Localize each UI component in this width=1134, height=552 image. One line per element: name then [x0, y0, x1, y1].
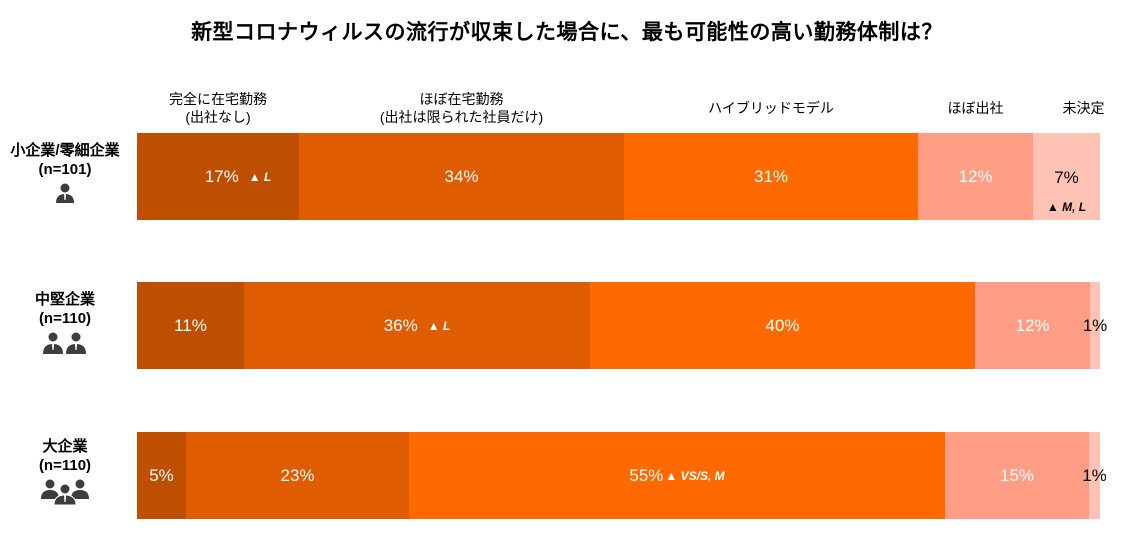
- value-label: 40%: [765, 315, 800, 335]
- segment-mostly-remote: 36% ▲ L: [244, 282, 590, 369]
- value-label: 11%: [174, 315, 207, 335]
- bar-small-business: 17% ▲ L 34% 31% 12% 7% ▲ M, L: [137, 133, 1100, 220]
- segment-undecided: 1%: [1082, 432, 1107, 519]
- value-label: 7%: [1054, 168, 1079, 187]
- row-sample-size: (n=101): [38, 161, 92, 178]
- value-label: 5%: [149, 465, 174, 485]
- segment-mostly-office: 12%: [975, 282, 1090, 369]
- two-people-icon: [43, 332, 86, 354]
- bar-large-enterprise: 5% 23% 55% ▲ VS/S, M 15% 1%: [137, 432, 1107, 519]
- category-label-line1: 未決定: [1062, 100, 1105, 116]
- segment-hybrid: 55% ▲ VS/S, M: [409, 432, 945, 519]
- chart-title: 新型コロナウィルスの流行が収束した場合に、最も可能性の高い勤務体制は？: [191, 21, 943, 44]
- significance-note: ▲ VS/S, M: [665, 468, 725, 483]
- category-label-line1: ハイブリッドモデル: [708, 100, 834, 116]
- segment-mostly-remote: 34%: [299, 133, 624, 220]
- row-label-mid-size: 中堅企業 (n=110): [0, 290, 130, 354]
- segment-undecided: 7% ▲ M, L: [1033, 133, 1100, 220]
- significance-note: ▲ M, L: [1046, 200, 1087, 214]
- significance-note: ▲ L: [248, 169, 272, 184]
- segment-hybrid: 31%: [624, 133, 918, 220]
- category-label-mostly-remote: ほぼ在宅勤務 (出社は限られた社員だけ): [299, 90, 624, 126]
- row-label-small-business: 小企業/零細企業 (n=101): [0, 141, 130, 203]
- category-label-line1: ほぼ在宅勤務: [419, 91, 504, 107]
- segment-mostly-office: 15%: [945, 432, 1089, 519]
- segment-full-remote: 5%: [137, 432, 186, 519]
- category-label-line1: ほぼ出社: [947, 100, 1004, 116]
- value-label: 15%: [999, 465, 1035, 485]
- value-label: 55%: [629, 465, 664, 485]
- segment-full-remote: 11%: [137, 282, 244, 369]
- row-sample-size: (n=110): [38, 457, 92, 474]
- row-name: 中堅企業: [34, 291, 95, 308]
- segment-full-remote: 17% ▲ L: [137, 133, 299, 220]
- segment-hybrid: 40%: [590, 282, 975, 369]
- segment-undecided: 1%: [1083, 282, 1107, 369]
- category-label-line2: (出社は限られた社員だけ): [379, 109, 544, 125]
- category-label-mostly-office: ほぼ出社: [918, 99, 1033, 117]
- segment-mostly-remote: 23%: [186, 432, 409, 519]
- category-label-line1: 完全に在宅勤務: [169, 91, 267, 107]
- group-people-icon: [41, 479, 89, 505]
- value-label: 36%: [383, 315, 418, 335]
- value-label: 34%: [444, 166, 479, 186]
- value-label: 31%: [753, 166, 789, 186]
- value-label: 1%: [1082, 465, 1107, 485]
- value-label: 1%: [1082, 315, 1108, 335]
- row-label-large-enterprise: 大企業 (n=110): [0, 437, 130, 505]
- value-label: 23%: [280, 465, 315, 485]
- row-name: 小企業/零細企業: [10, 142, 120, 159]
- segment-mostly-office: 12%: [918, 133, 1033, 220]
- category-label-full-remote: 完全に在宅勤務 (出社なし): [137, 90, 299, 126]
- category-label-line2: (出社なし): [185, 109, 251, 125]
- row-name: 大企業: [42, 438, 88, 455]
- row-sample-size: (n=110): [38, 310, 92, 327]
- value-label: 12%: [1015, 315, 1050, 335]
- category-label-hybrid: ハイブリッドモデル: [624, 99, 918, 117]
- bar-mid-size: 11% 36% ▲ L 40% 12% 1%: [137, 282, 1107, 369]
- value-label: 17%: [204, 166, 239, 186]
- category-label-undecided: 未決定: [1033, 99, 1134, 117]
- single-person-icon: [56, 183, 74, 203]
- significance-note: ▲ L: [427, 318, 451, 333]
- value-label: 12%: [958, 166, 993, 186]
